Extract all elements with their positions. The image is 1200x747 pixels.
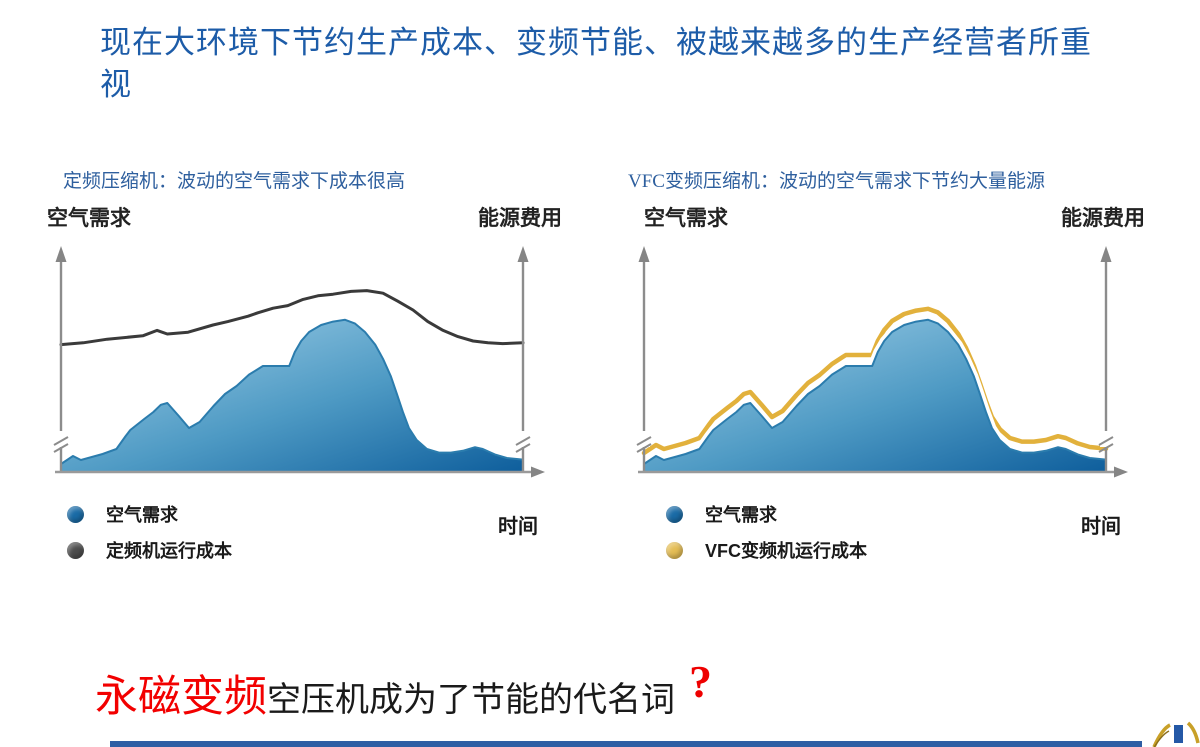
x-axis-label-time: 时间 bbox=[1081, 516, 1121, 538]
statement-highlight: 永磁变频 bbox=[95, 674, 267, 721]
vfc-compressor-chart-panel: VFC变频压缩机：波动的空气需求下节约大量能源 空气需求 能源费用 空气需求 V… bbox=[628, 166, 1173, 572]
x-axis-label-time: 时间 bbox=[498, 516, 538, 538]
fixed-cost-legend-dot bbox=[67, 541, 84, 559]
statement-rest: 空压机成为了节能的代名词 bbox=[267, 682, 675, 719]
axis-labels-row: 空气需求 能源费用 bbox=[628, 200, 1173, 236]
legend-fixed-speed: 空气需求 定频机运行成本 时间 bbox=[45, 500, 590, 564]
y-axis-label-energy-cost: 能源费用 bbox=[478, 207, 562, 230]
y-axis-label-energy-cost: 能源费用 bbox=[1061, 207, 1145, 230]
air-demand-legend-dot bbox=[67, 505, 84, 523]
legend-label: 空气需求 bbox=[705, 505, 777, 525]
statement-question-mark: ? bbox=[689, 656, 712, 707]
legend-item: VFC变频机运行成本 bbox=[666, 536, 1173, 564]
fixed-speed-compressor-chart-panel: 定频压缩机：波动的空气需求下成本很高 空气需求 能源费用 空气需求 定频机运行成… bbox=[45, 166, 590, 572]
footer-accent-bar bbox=[110, 741, 1142, 747]
legend-item: 空气需求 bbox=[67, 500, 590, 528]
y-axis-label-air-demand: 空气需求 bbox=[47, 207, 131, 230]
legend-item: 空气需求 bbox=[666, 500, 1173, 528]
legend-vfc: 空气需求 VFC变频机运行成本 时间 bbox=[628, 500, 1173, 564]
chart-title-vfc: VFC变频压缩机：波动的空气需求下节约大量能源 bbox=[628, 171, 1045, 192]
slide-title: 现在大环境下节约生产成本、变频节能、被越来越多的生产经营者所重视 bbox=[100, 25, 1092, 102]
axis-labels-row: 空气需求 能源费用 bbox=[45, 200, 590, 236]
chart-title-fixed-speed: 定频压缩机：波动的空气需求下成本很高 bbox=[63, 171, 406, 192]
partial-logo bbox=[1150, 721, 1200, 747]
area-chart-vfc bbox=[636, 246, 1128, 478]
area-chart-fixed-speed bbox=[53, 246, 545, 478]
y-axis-label-air-demand: 空气需求 bbox=[644, 207, 728, 230]
vfc-cost-legend-dot bbox=[666, 541, 683, 559]
air-demand-legend-dot bbox=[666, 505, 683, 523]
legend-label: 空气需求 bbox=[106, 505, 178, 525]
bottom-statement: 永磁变频空压机成为了节能的代名词? bbox=[95, 656, 712, 724]
logo-icon bbox=[1152, 721, 1200, 747]
legend-label: VFC变频机运行成本 bbox=[705, 541, 867, 561]
legend-item: 定频机运行成本 bbox=[67, 536, 590, 564]
legend-label: 定频机运行成本 bbox=[106, 541, 232, 561]
